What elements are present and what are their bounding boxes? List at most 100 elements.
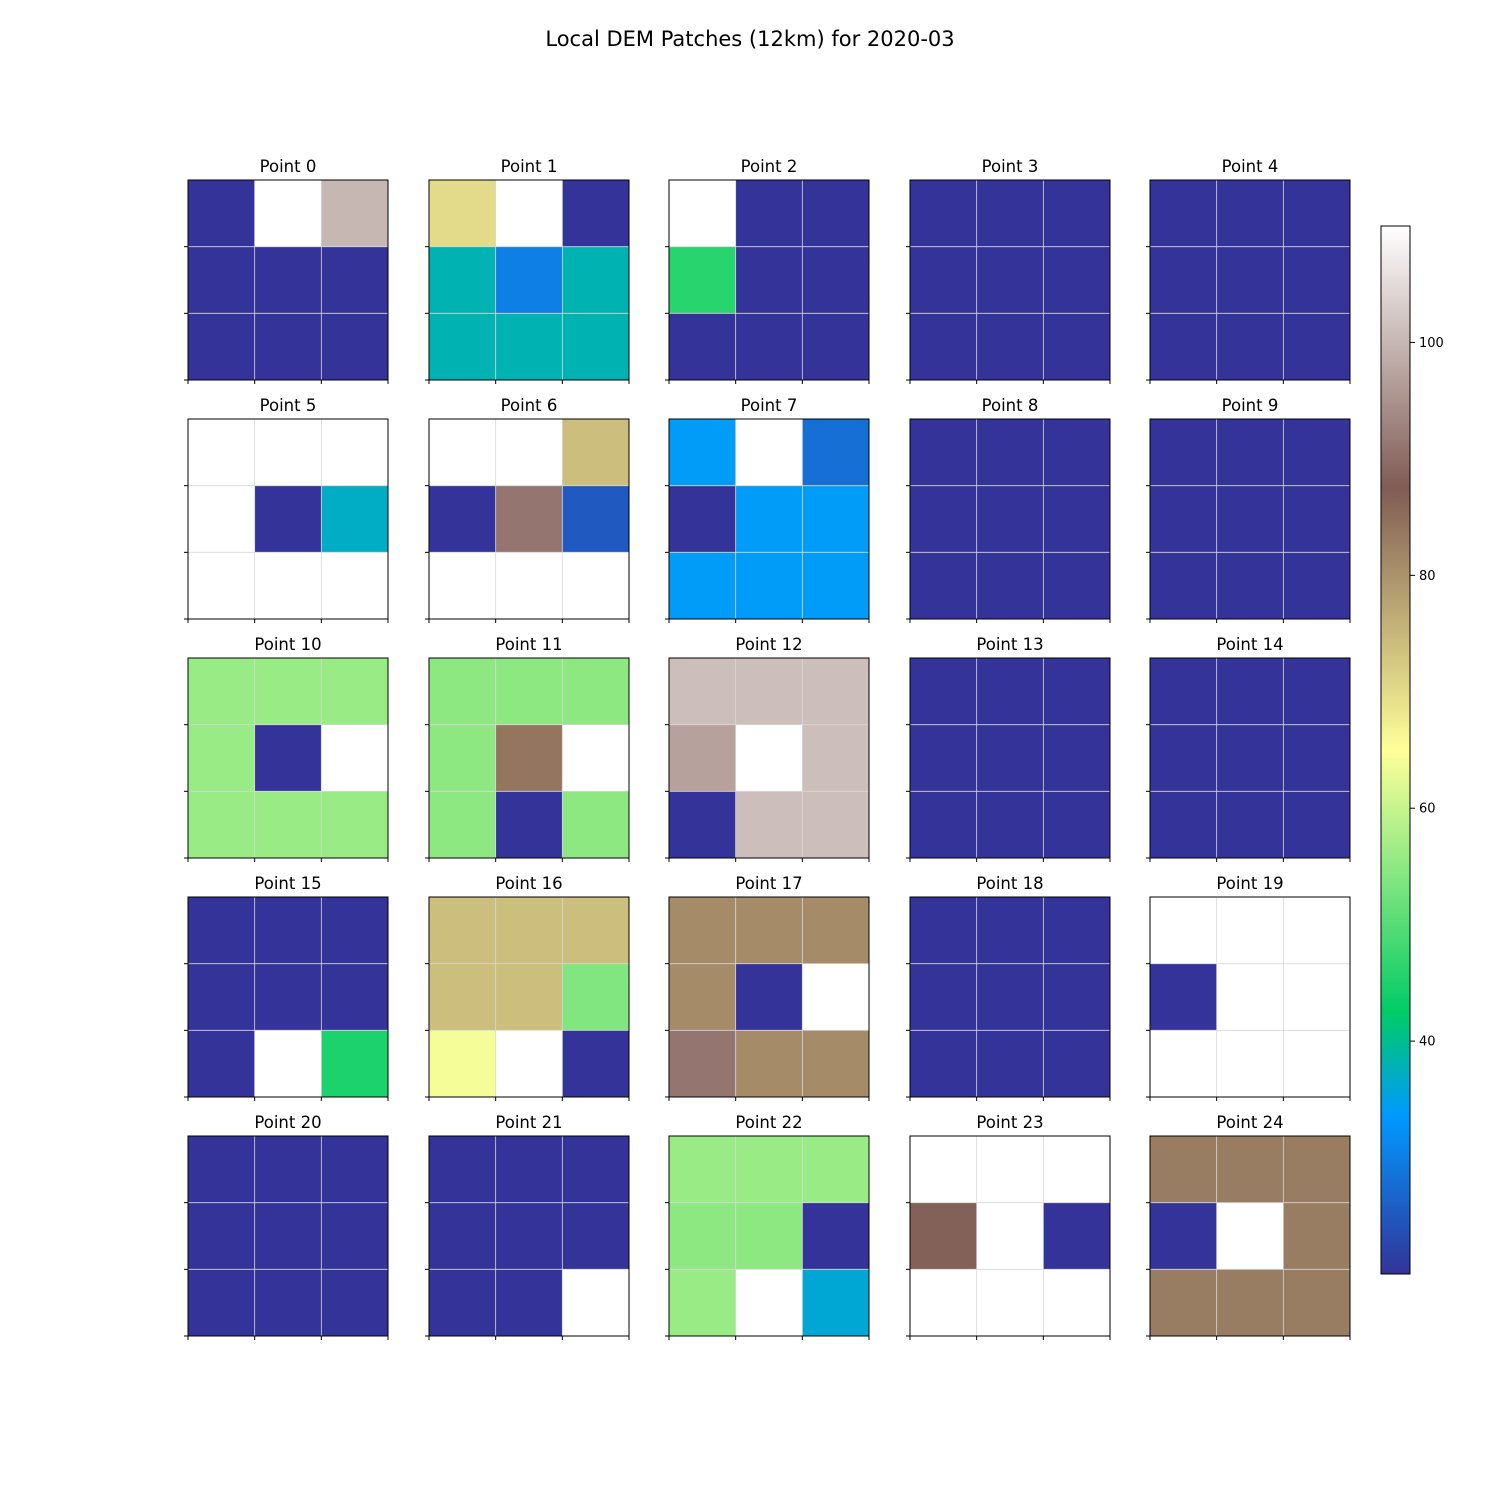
heatmap-cell: [562, 1269, 630, 1337]
heatmap-cell: [735, 485, 803, 553]
heatmap-cell: [254, 791, 322, 859]
colorbar-tick-label: 100: [1419, 336, 1444, 351]
panel: Point 20: [184, 1113, 389, 1340]
heatmap-cell: [1216, 1136, 1284, 1204]
heatmap-cell: [562, 246, 630, 314]
panel-title: Point 2: [741, 157, 798, 176]
panel-grid: Point 0 Point 1 Point 2 Point 3 Point 4 Point…: [184, 157, 1351, 1340]
heatmap-cell: [802, 552, 870, 620]
panel-title: Point 6: [501, 396, 558, 415]
panel-frame: [1149, 1135, 1351, 1337]
heatmap-cell: [1043, 1269, 1111, 1337]
heatmap-cell: [976, 897, 1044, 965]
heatmap-cell: [321, 552, 389, 620]
panel: Point 23: [906, 1113, 1111, 1340]
heatmap-cell: [429, 897, 497, 965]
panel-frame: [428, 418, 630, 620]
heatmap-cell: [802, 246, 870, 314]
panel: Point 1: [425, 157, 630, 384]
panel-frame: [187, 657, 389, 859]
heatmap-cell: [1216, 897, 1284, 965]
heatmap-cell: [1216, 552, 1284, 620]
heatmap-cell: [1150, 313, 1218, 381]
heatmap-cell: [1150, 791, 1218, 859]
heatmap-cell: [254, 1136, 322, 1204]
heatmap-cell: [1283, 1269, 1351, 1337]
panel-title: Point 4: [1222, 157, 1279, 176]
panel-title: Point 22: [735, 1113, 802, 1132]
heatmap-cell: [669, 791, 737, 859]
heatmap-cell: [735, 180, 803, 248]
heatmap-cell: [1043, 658, 1111, 726]
panel: Point 17: [665, 874, 870, 1101]
heatmap-cell: [188, 963, 256, 1031]
heatmap-cell: [910, 1269, 978, 1337]
heatmap-cell: [495, 419, 563, 487]
heatmap-cell: [321, 1202, 389, 1270]
heatmap-cell: [1150, 485, 1218, 553]
heatmap-cell: [188, 724, 256, 792]
heatmap-cell: [1216, 1269, 1284, 1337]
panel-frame: [1149, 179, 1351, 381]
panel-frame: [428, 179, 630, 381]
heatmap-cell: [910, 1136, 978, 1204]
heatmap-cell: [910, 419, 978, 487]
panel: Point 24: [1146, 1113, 1351, 1340]
heatmap-cell: [802, 419, 870, 487]
heatmap-cell: [910, 1030, 978, 1098]
heatmap-cell: [735, 1202, 803, 1270]
panel-frame: [428, 896, 630, 1098]
heatmap-cell: [495, 246, 563, 314]
heatmap-cell: [910, 791, 978, 859]
heatmap-cell: [562, 1030, 630, 1098]
heatmap-cell: [910, 724, 978, 792]
heatmap-cell: [495, 724, 563, 792]
panel: Point 15: [184, 874, 389, 1101]
heatmap-cell: [735, 419, 803, 487]
heatmap-cell: [188, 552, 256, 620]
heatmap-cell: [321, 419, 389, 487]
heatmap-cell: [976, 485, 1044, 553]
heatmap-cell: [1150, 180, 1218, 248]
heatmap-cell: [562, 724, 630, 792]
colorbar-frame: [1380, 225, 1411, 1275]
heatmap-cell: [669, 658, 737, 726]
heatmap-cell: [562, 180, 630, 248]
heatmap-cell: [802, 1030, 870, 1098]
heatmap-cell: [1043, 246, 1111, 314]
panel-title: Point 20: [254, 1113, 321, 1132]
panel-title: Point 13: [976, 635, 1043, 654]
heatmap-cell: [1216, 724, 1284, 792]
heatmap-cell: [321, 1136, 389, 1204]
heatmap-cell: [802, 963, 870, 1031]
heatmap-cell: [1216, 658, 1284, 726]
heatmap-cell: [562, 485, 630, 553]
panel: Point 4: [1146, 157, 1351, 384]
heatmap-cell: [562, 552, 630, 620]
heatmap-cell: [976, 313, 1044, 381]
heatmap-cell: [254, 419, 322, 487]
heatmap-cell: [802, 1136, 870, 1204]
heatmap-cell: [188, 658, 256, 726]
heatmap-cell: [562, 658, 630, 726]
heatmap-cell: [188, 1269, 256, 1337]
panel-title: Point 11: [495, 635, 562, 654]
heatmap-cell: [735, 1269, 803, 1337]
heatmap-cell: [254, 658, 322, 726]
panel-frame: [668, 896, 870, 1098]
heatmap-cell: [1150, 897, 1218, 965]
panel-frame: [668, 1135, 870, 1337]
panel-title: Point 12: [735, 635, 802, 654]
heatmap-cell: [735, 791, 803, 859]
panel-frame: [668, 657, 870, 859]
heatmap-cell: [495, 1202, 563, 1270]
panel: Point 6: [425, 396, 630, 623]
heatmap-cell: [254, 1030, 322, 1098]
heatmap-cell: [495, 180, 563, 248]
heatmap-cell: [495, 897, 563, 965]
heatmap-cell: [254, 552, 322, 620]
heatmap-cell: [1283, 313, 1351, 381]
heatmap-cell: [1043, 963, 1111, 1031]
panel-title: Point 14: [1216, 635, 1283, 654]
heatmap-cell: [1043, 419, 1111, 487]
